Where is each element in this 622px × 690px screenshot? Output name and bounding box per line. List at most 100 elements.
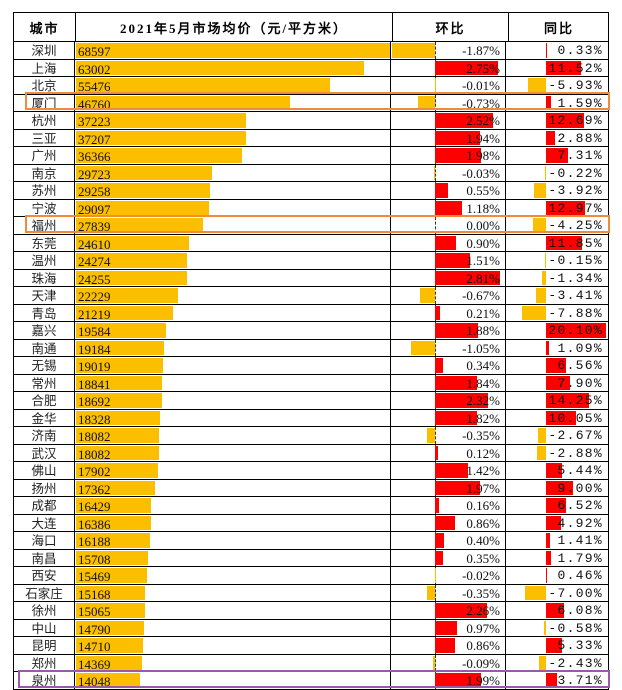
mom-value: 1.18%: [466, 201, 500, 217]
price-value: 15168: [78, 587, 111, 603]
mom-bar: [435, 638, 455, 653]
price-value: 15065: [78, 604, 111, 620]
price-value: 24255: [78, 272, 111, 288]
price-cell: 18082: [75, 427, 391, 444]
price-value: 17362: [78, 482, 111, 498]
mom-cell: 1.94%: [391, 130, 506, 147]
yoy-cell: -7.88%: [506, 305, 606, 322]
yoy-cell: 6.52%: [506, 497, 606, 514]
city-name: 合肥: [14, 392, 75, 409]
mom-bar: [433, 656, 435, 671]
price-value: 16188: [78, 534, 111, 550]
mom-value: 0.86%: [466, 638, 500, 654]
mom-bar: [411, 341, 435, 356]
city-name: 北京: [14, 77, 75, 94]
mom-value: 2.52%: [466, 113, 500, 129]
price-cell: 14369: [75, 655, 391, 672]
yoy-cell: 20.10%: [506, 322, 606, 339]
city-name: 嘉兴: [14, 322, 75, 339]
yoy-value: 10.05%: [548, 411, 603, 426]
mom-axis: [435, 165, 436, 182]
yoy-cell: 12.97%: [506, 200, 606, 217]
mom-bar: [435, 621, 457, 636]
price-cell: 37207: [75, 130, 391, 147]
yoy-cell: 1.79%: [506, 550, 606, 567]
yoy-bar: [545, 253, 546, 268]
yoy-cell: -5.93%: [506, 77, 606, 94]
price-cell: 37223: [75, 112, 391, 129]
mom-value: 1.97%: [466, 481, 500, 497]
yoy-value: 6.56%: [557, 358, 603, 373]
mom-value: 0.40%: [466, 533, 500, 549]
price-cell: 29097: [75, 200, 391, 217]
mom-bar: [420, 288, 435, 303]
yoy-bar: [537, 446, 546, 461]
price-cell: 21219: [75, 305, 391, 322]
mom-value: -0.67%: [462, 288, 500, 304]
yoy-value: 12.69%: [548, 113, 603, 128]
yoy-value: -7.88%: [548, 306, 603, 321]
yoy-cell: 2.88%: [506, 130, 606, 147]
city-name: 深圳: [14, 42, 75, 59]
yoy-value: 1.59%: [557, 96, 603, 111]
price-cell: 36366: [75, 147, 391, 164]
price-cell: 14048: [75, 672, 391, 689]
price-bar: [76, 61, 364, 76]
price-value: 14710: [78, 639, 111, 655]
city-name: 石家庄: [14, 585, 75, 602]
mom-value: 0.12%: [466, 446, 500, 462]
price-value: 18082: [78, 429, 111, 445]
price-cell: 19584: [75, 322, 391, 339]
yoy-value: -1.34%: [548, 271, 603, 286]
yoy-cell: 11.85%: [506, 235, 606, 252]
city-name: 郑州: [14, 655, 75, 672]
mom-cell: 1.84%: [391, 375, 506, 392]
mom-value: 0.90%: [466, 236, 500, 252]
price-value: 18841: [78, 377, 111, 393]
mom-bar: [418, 96, 435, 111]
price-value: 22229: [78, 289, 111, 305]
city-name: 武汉: [14, 445, 75, 462]
yoy-value: -0.58%: [548, 621, 603, 636]
mom-axis: [435, 655, 436, 672]
city-name: 青岛: [14, 305, 75, 322]
mom-value: 0.34%: [466, 358, 500, 374]
price-value: 68597: [78, 44, 111, 60]
yoy-cell: 12.69%: [506, 112, 606, 129]
price-value: 19584: [78, 324, 111, 340]
mom-value: 2.26%: [466, 603, 500, 619]
city-name: 中山: [14, 620, 75, 637]
price-cell: 14790: [75, 620, 391, 637]
price-cell: 16188: [75, 532, 391, 549]
mom-cell: -0.02%: [391, 567, 506, 584]
price-value: 14048: [78, 674, 111, 690]
city-name: 成都: [14, 497, 75, 514]
yoy-bar: [538, 428, 546, 443]
price-value: 17902: [78, 464, 111, 480]
yoy-cell: -2.43%: [506, 655, 606, 672]
mom-value: 0.16%: [466, 498, 500, 514]
yoy-value: 4.92%: [557, 516, 603, 531]
mom-value: 0.55%: [466, 183, 500, 199]
yoy-value: -0.15%: [548, 253, 603, 268]
price-cell: 27839: [75, 217, 391, 234]
mom-bar: [435, 253, 470, 268]
yoy-value: 12.97%: [548, 201, 603, 216]
mom-cell: 2.32%: [391, 392, 506, 409]
yoy-bar: [546, 341, 549, 356]
yoy-value: 0.46%: [557, 568, 603, 583]
price-cell: 16386: [75, 515, 391, 532]
yoy-cell: 0.33%: [506, 42, 606, 59]
price-cell: 63002: [75, 60, 391, 77]
yoy-value: 1.41%: [557, 533, 603, 548]
mom-value: 1.82%: [466, 411, 500, 427]
